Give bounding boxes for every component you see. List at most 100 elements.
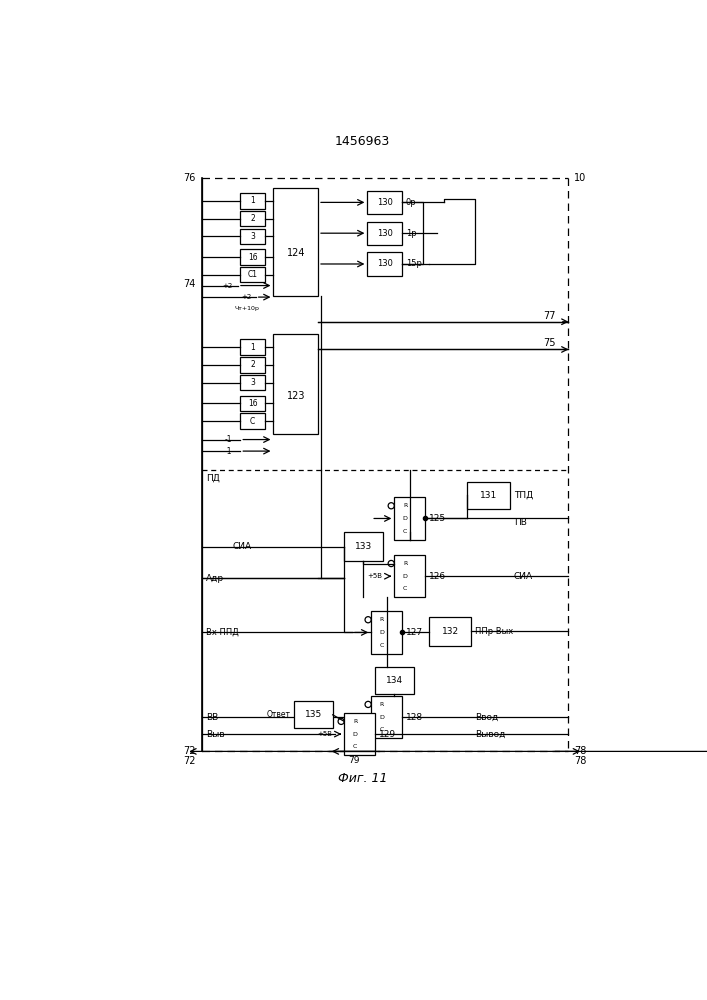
- Bar: [240, 375, 265, 390]
- Text: Адр: Адр: [206, 574, 224, 583]
- Text: Фиг. 11: Фиг. 11: [338, 772, 387, 785]
- Text: 77: 77: [544, 311, 556, 321]
- Text: D: D: [402, 516, 407, 521]
- Bar: [467, 482, 510, 509]
- Text: 2: 2: [250, 360, 255, 369]
- Bar: [395, 555, 425, 597]
- Text: R: R: [380, 617, 384, 622]
- Text: 128: 128: [406, 713, 423, 722]
- Bar: [240, 193, 265, 209]
- Bar: [429, 617, 472, 646]
- Text: 1: 1: [250, 343, 255, 352]
- Text: 125: 125: [429, 514, 446, 523]
- Text: 127: 127: [406, 628, 423, 637]
- Text: 78: 78: [573, 756, 586, 766]
- Text: 76: 76: [183, 173, 196, 183]
- Text: 129: 129: [379, 730, 396, 739]
- Bar: [240, 339, 265, 355]
- Text: +5В: +5В: [317, 731, 332, 737]
- Text: 131: 131: [480, 491, 497, 500]
- Text: СИА: СИА: [514, 572, 533, 581]
- Text: Ответ: Ответ: [267, 710, 291, 719]
- Bar: [344, 713, 375, 755]
- Text: ППр Вых: ППр Вых: [475, 627, 513, 636]
- Bar: [274, 334, 318, 434]
- Text: 72: 72: [183, 746, 196, 756]
- Text: 75: 75: [544, 338, 556, 348]
- Text: 15р: 15р: [406, 259, 421, 268]
- Text: 133: 133: [355, 542, 372, 551]
- Text: D: D: [380, 715, 385, 720]
- Text: 74: 74: [183, 279, 196, 289]
- Text: 10: 10: [573, 173, 586, 183]
- Text: Чт+10р: Чт+10р: [235, 306, 259, 311]
- Text: R: R: [380, 702, 384, 707]
- Text: 124: 124: [286, 248, 305, 258]
- Text: 1: 1: [250, 196, 255, 205]
- Text: ТПД: ТПД: [514, 491, 533, 500]
- Text: 0р: 0р: [406, 198, 416, 207]
- Bar: [240, 357, 265, 373]
- Text: 2: 2: [250, 214, 255, 223]
- Text: +2: +2: [222, 283, 233, 289]
- Text: 130: 130: [377, 198, 392, 207]
- Text: 135: 135: [305, 710, 322, 719]
- Text: 123: 123: [286, 391, 305, 401]
- Text: 79: 79: [349, 756, 360, 765]
- Bar: [274, 188, 318, 296]
- Text: 3: 3: [250, 378, 255, 387]
- Text: 134: 134: [386, 676, 403, 685]
- Text: C1: C1: [247, 270, 257, 279]
- Bar: [240, 249, 265, 265]
- Text: C: C: [380, 643, 384, 648]
- Text: C: C: [380, 727, 384, 732]
- Text: -1: -1: [225, 435, 233, 444]
- Text: 132: 132: [442, 627, 459, 636]
- Text: Выв: Выв: [206, 730, 224, 739]
- Text: 16: 16: [247, 253, 257, 262]
- Text: D: D: [380, 630, 385, 635]
- Bar: [240, 229, 265, 244]
- Text: 78: 78: [573, 746, 586, 756]
- Text: D: D: [353, 732, 358, 737]
- Bar: [375, 667, 414, 694]
- Text: Ввод: Ввод: [475, 713, 498, 722]
- Bar: [240, 267, 265, 282]
- Text: C: C: [403, 529, 407, 534]
- Text: 1р: 1р: [406, 229, 416, 238]
- Bar: [240, 413, 265, 429]
- Text: 126: 126: [429, 572, 446, 581]
- Text: Вывод: Вывод: [475, 730, 506, 739]
- Text: R: R: [403, 503, 407, 508]
- Bar: [240, 211, 265, 226]
- Text: -1: -1: [225, 447, 233, 456]
- Text: +2: +2: [242, 294, 252, 300]
- Bar: [368, 191, 402, 214]
- Text: ПВ: ПВ: [514, 518, 527, 527]
- Text: R: R: [403, 561, 407, 566]
- Text: 130: 130: [377, 259, 392, 268]
- Text: 130: 130: [377, 229, 392, 238]
- Text: ВВ: ВВ: [206, 713, 218, 722]
- Text: ПД: ПД: [206, 474, 219, 483]
- Bar: [371, 696, 402, 738]
- Text: +5В: +5В: [368, 573, 382, 579]
- Text: C: C: [353, 744, 357, 749]
- Text: 16: 16: [247, 399, 257, 408]
- Text: C: C: [403, 586, 407, 591]
- Bar: [240, 396, 265, 411]
- Bar: [371, 611, 402, 654]
- Text: C: C: [250, 417, 255, 426]
- Bar: [344, 532, 382, 561]
- Bar: [395, 497, 425, 540]
- Text: R: R: [353, 719, 357, 724]
- Text: 1456963: 1456963: [335, 135, 390, 148]
- Bar: [368, 252, 402, 276]
- Text: D: D: [402, 574, 407, 579]
- Text: СИА: СИА: [233, 542, 252, 551]
- Bar: [368, 222, 402, 245]
- Text: 72: 72: [183, 756, 196, 766]
- Text: Вх ППД: Вх ППД: [206, 628, 238, 637]
- Bar: [294, 701, 333, 728]
- Text: 3: 3: [250, 232, 255, 241]
